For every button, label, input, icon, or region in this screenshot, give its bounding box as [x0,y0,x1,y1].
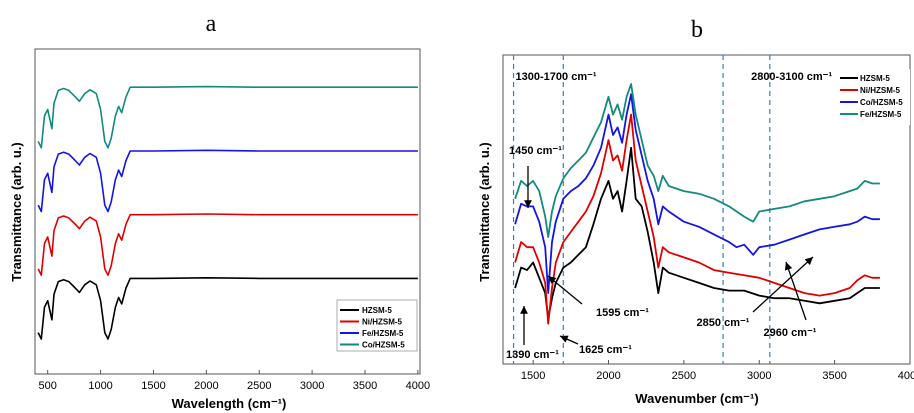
x-ticks-a: 500 1000 1500 2000 2500 3000 3500 4000 [39,370,430,392]
annotation-label-b: 2850 cm⁻¹ [697,317,750,329]
x-tick-label-a: 4000 [406,380,430,392]
x-tick-label-b: 1500 [521,370,545,382]
legend-label-a: Ni/HZSM-5 [362,318,403,327]
legend-label-b: Fe/HZSM-5 [860,110,902,119]
annotation-label-b: 1450 cm⁻¹ [509,145,562,157]
y-axis-title-a: Transmittance (arb. u.) [9,142,24,281]
x-axis-title-a: Wavelength (cm⁻¹) [172,396,287,411]
chart-b: 1300-1700 cm⁻¹ 2800-3100 cm⁻¹ 1500 2000 250… [477,54,914,406]
series-a [37,85,418,340]
x-tick-label-a: 1000 [88,380,112,392]
x-tick-label-a: 500 [39,380,57,392]
annotation-arrow-b [559,335,579,345]
y-axis-title-b: Transmittance (arb. u.) [477,142,492,281]
x-tick-label-b: 2500 [672,370,696,382]
annotation-arrow-b [784,261,807,321]
panel-a-letter: a [206,11,217,37]
annotation-arrow-b [752,256,814,313]
x-tick-label-a: 3500 [353,380,377,392]
annotations-b: 1450 cm⁻¹ 1595 cm⁻¹ 1390 cm⁻¹ 1625 cm⁻¹ 2850… [506,145,817,361]
annotation-label-b: 1625 cm⁻¹ [579,344,632,356]
series-line-a-1 [37,213,418,277]
series-line-b-3 [514,83,880,238]
region-label-b: 1300-1700 cm⁻¹ [516,71,597,83]
annotation-label-b: 2960 cm⁻¹ [764,327,817,339]
legend-a: HZSM-5 Ni/HZSM-5 Fe/HZSM-5 Co/HZSM-5 [336,299,418,352]
legend-label-b: Ni/HZSM-5 [860,86,901,95]
x-tick-label-a: 1500 [141,380,165,392]
x-tick-label-b: 3000 [747,370,771,382]
series-line-b-2 [514,93,880,295]
legend-label-a: Fe/HZSM-5 [362,329,404,338]
x-tick-label-a: 2000 [194,380,218,392]
annotation-label-b: 1390 cm⁻¹ [506,349,559,361]
legend-label-a: Co/HZSM-5 [362,341,405,350]
legend-label-b: HZSM-5 [860,74,890,83]
legend-label-b: Co/HZSM-5 [860,98,903,107]
chart-a: 500 1000 1500 2000 2500 3000 3500 4000 Waveleng… [9,48,430,411]
x-tick-label-b: 4000 [898,370,914,382]
x-ticks-b: 1500 2000 2500 3000 3500 4000 [521,360,914,382]
x-tick-label-a: 3000 [300,380,324,392]
legend-label-a: HZSM-5 [362,306,392,315]
x-tick-label-a: 2500 [247,380,271,392]
panel-b-letter: b [691,17,703,43]
legend-b: HZSM-5 Ni/HZSM-5 Co/HZSM-5 Fe/HZSM-5 [838,69,910,125]
x-axis-title-b: Wavenumber (cm⁻¹) [635,391,758,406]
region-label-b: 2800-3100 cm⁻¹ [751,71,832,83]
legend-box-a [336,299,418,352]
series-line-b-0 [514,146,880,320]
annotation-label-b: 1595 cm⁻¹ [596,307,649,319]
series-line-a-2 [37,149,418,213]
series-line-a-3 [37,85,418,149]
x-tick-label-b: 2000 [596,370,620,382]
x-tick-label-b: 3500 [822,370,846,382]
series-line-a-0 [37,276,418,340]
annotation-arrow-b [547,275,583,305]
